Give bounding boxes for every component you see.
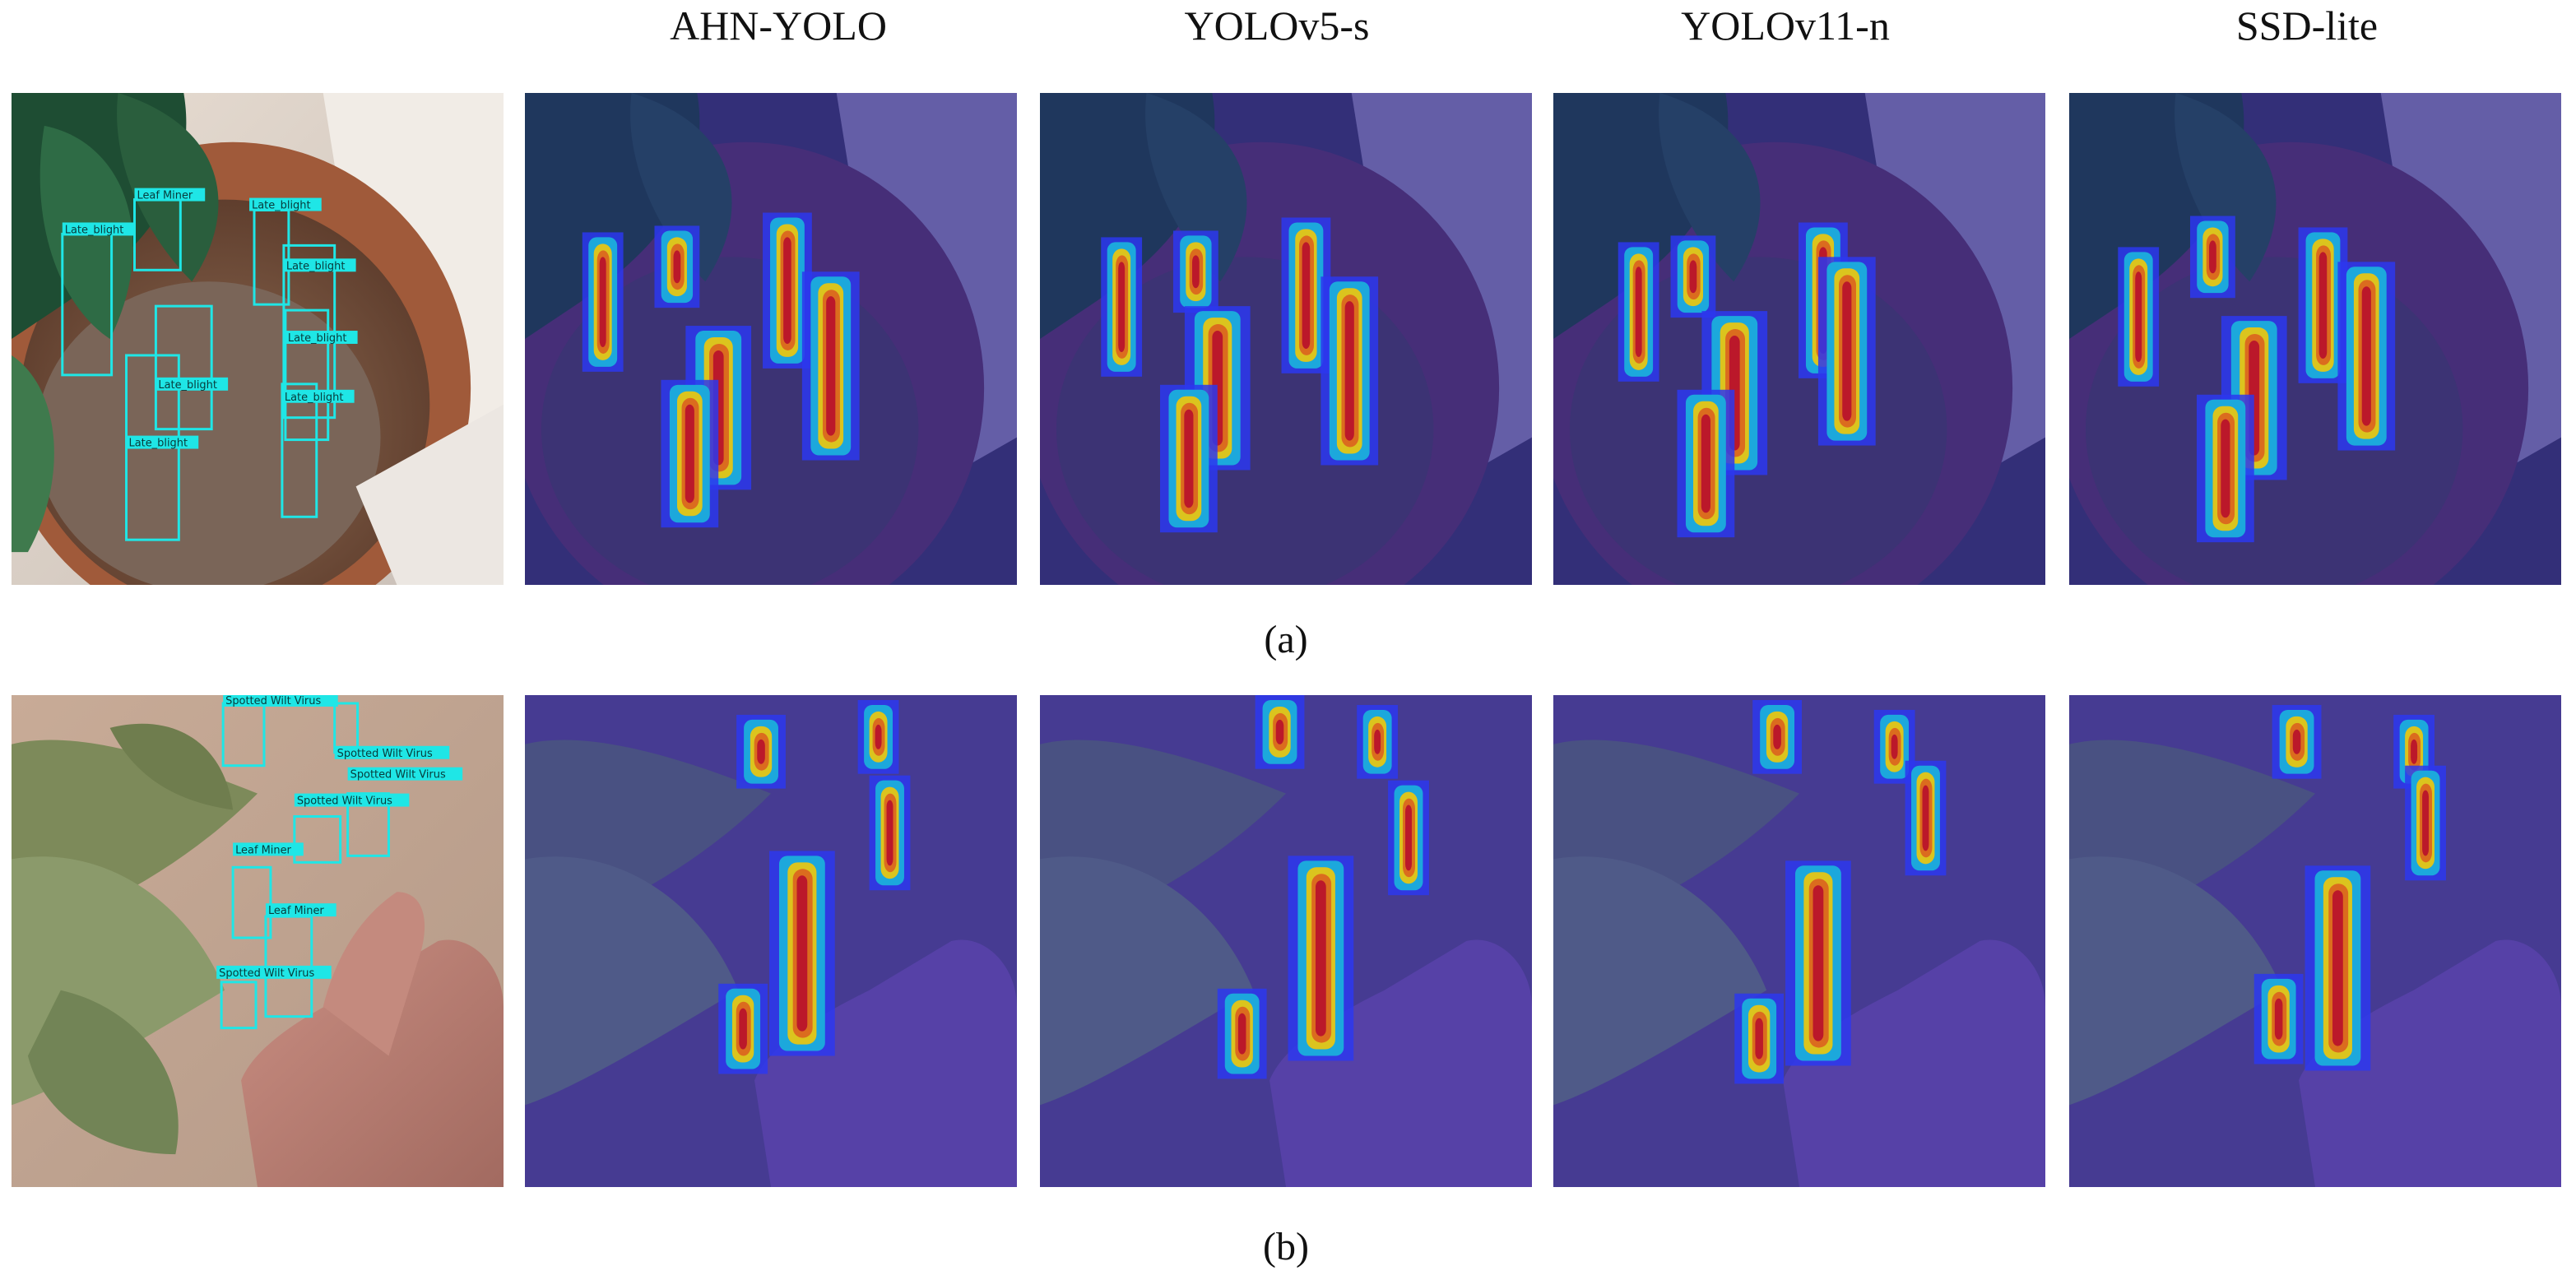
row-b-yolov11n-heatmap (1553, 695, 2045, 1187)
column-header-ssd-lite: SSD-lite (2235, 2, 2379, 49)
row-b-det-label-5: Leaf Miner (235, 844, 291, 856)
row-b-detection-boxes (220, 702, 390, 1030)
row-b-det-label-1: Spotted Wilt Virus (225, 695, 321, 707)
row-a-ssd-lite-heatmap (2069, 93, 2561, 585)
row-a-det-label-5: Late_blight (288, 332, 347, 345)
column-header-ahn-yolo: AHN-YOLO (670, 2, 887, 49)
row-a-caption: (a) (1264, 618, 1308, 661)
row-b-det-label-4: Spotted Wilt Virus (297, 795, 392, 808)
row-b-ahn-yolo-heatmap (525, 695, 1017, 1187)
row-b-detection-labels: Spotted Wilt Virus Spotted Wilt Virus Sp… (216, 695, 463, 980)
row-b-det-label-3: Spotted Wilt Virus (350, 769, 446, 781)
row-a-det-label-1: Late_blight (65, 224, 124, 236)
row-a-original-image: Late_blight Leaf Miner Late_blight Late_… (12, 93, 504, 585)
row-b-caption: (b) (1263, 1225, 1309, 1268)
row-a-yolov5s-heatmap (1040, 93, 1532, 585)
column-header-yolov5s: YOLOv5-s (1184, 2, 1370, 49)
column-header-yolov11n: YOLOv11-n (1681, 2, 1890, 49)
row-a-yolov11n-heatmap (1553, 93, 2045, 585)
row-b-det-label-2: Spotted Wilt Virus (337, 748, 433, 760)
row-a-det-label-3: Late_blight (252, 200, 311, 212)
row-a-det-label-8: Late_blight (129, 438, 188, 450)
row-a-det-label-4: Late_blight (286, 260, 346, 272)
row-b-det-label-7: Spotted Wilt Virus (219, 967, 314, 980)
row-a-det-label-7: Late_blight (158, 379, 217, 392)
row-b-original-image: Spotted Wilt Virus Spotted Wilt Virus Sp… (12, 695, 504, 1187)
row-a-ahn-yolo-heatmap (525, 93, 1017, 585)
row-b-ssd-lite-heatmap (2069, 695, 2561, 1187)
row-b-det-label-6: Leaf Miner (268, 905, 324, 917)
row-a-detection-labels: Late_blight Leaf Miner Late_blight Late_… (62, 188, 358, 450)
row-a-det-label-6: Late_blight (285, 392, 344, 404)
row-b-yolov5s-heatmap (1040, 695, 1532, 1187)
row-a-det-label-2: Leaf Miner (137, 190, 193, 202)
